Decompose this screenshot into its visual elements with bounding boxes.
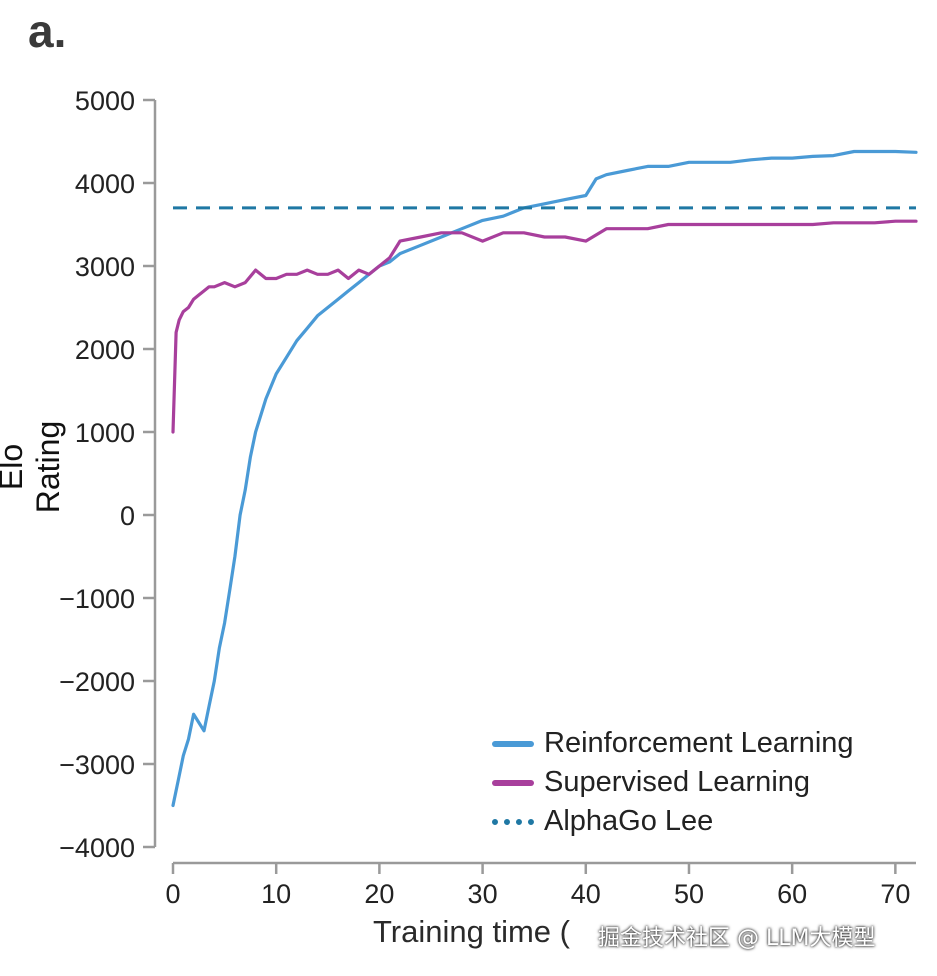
x-axis-label-text: Training time ( <box>373 914 570 949</box>
y-tick-label: 4000 <box>75 169 135 199</box>
y-tick-label: 5000 <box>75 86 135 116</box>
x-tick-label: 30 <box>468 879 498 909</box>
y-tick-label: −1000 <box>59 584 135 614</box>
legend-label-reinforcement: Reinforcement Learning <box>544 727 854 759</box>
legend: Reinforcement Learning Supervised Learni… <box>492 724 854 841</box>
x-tick-label: 70 <box>880 879 910 909</box>
legend-swatch-supervised <box>492 779 534 786</box>
x-tick-label: 20 <box>364 879 394 909</box>
chart-axes: −4000−3000−2000−100001000200030004000500… <box>59 86 916 909</box>
legend-item-alphago-lee: AlphaGo Lee <box>492 802 854 841</box>
x-tick-label: 60 <box>777 879 807 909</box>
watermark: 掘金技术社区 @ LLM大模型 <box>598 926 876 951</box>
legend-label-alphago-lee: AlphaGo Lee <box>544 805 714 837</box>
legend-label-supervised: Supervised Learning <box>544 766 811 798</box>
series-line-supervised-learning <box>171 219 918 434</box>
x-tick-label: 50 <box>674 879 704 909</box>
panel-label: a. <box>28 5 67 57</box>
legend-swatch-reinforcement <box>492 740 534 747</box>
y-tick-label: −2000 <box>59 667 135 697</box>
x-tick-label: 40 <box>571 879 601 909</box>
y-axis-label: Elo Rating <box>0 420 66 514</box>
series-line-reinforcement-learning <box>171 149 918 808</box>
legend-item-supervised: Supervised Learning <box>492 763 854 802</box>
y-tick-label: −3000 <box>59 750 135 780</box>
chart-series <box>171 149 918 808</box>
legend-swatch-alphago-lee <box>492 818 534 825</box>
y-tick-label: 3000 <box>75 252 135 282</box>
y-tick-label: −4000 <box>59 833 135 863</box>
y-tick-label: 2000 <box>75 335 135 365</box>
y-tick-label: 1000 <box>75 418 135 448</box>
x-axis-label: Training time ( <box>373 914 570 958</box>
legend-item-reinforcement: Reinforcement Learning <box>492 724 854 763</box>
x-tick-label: 10 <box>261 879 291 909</box>
x-tick-label: 0 <box>165 879 180 909</box>
y-tick-label: 0 <box>120 501 135 531</box>
